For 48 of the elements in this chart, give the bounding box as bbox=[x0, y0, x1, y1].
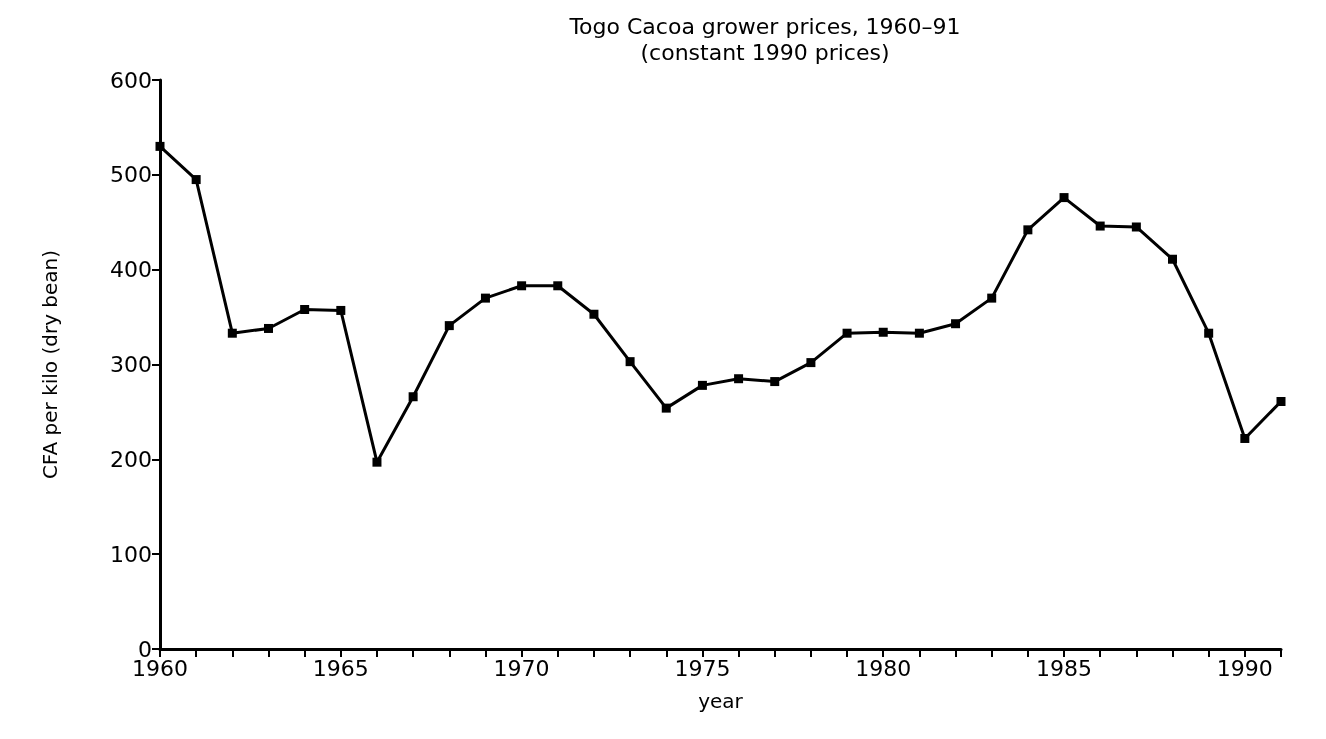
point bbox=[553, 281, 563, 291]
y-tick-label: 500 bbox=[110, 162, 152, 188]
point bbox=[1059, 193, 1069, 203]
point bbox=[734, 374, 744, 384]
point bbox=[1240, 433, 1250, 443]
chart-title: Togo Cacoa grower prices, 1960–91 bbox=[568, 13, 961, 39]
x-tick-label: 1990 bbox=[1216, 655, 1273, 681]
y-tick-label: 400 bbox=[110, 257, 152, 283]
point bbox=[1204, 328, 1214, 338]
point bbox=[408, 392, 418, 402]
point bbox=[1131, 222, 1141, 232]
point bbox=[227, 328, 237, 338]
point bbox=[589, 309, 599, 319]
point bbox=[191, 175, 201, 185]
point bbox=[951, 319, 961, 329]
point bbox=[842, 328, 852, 338]
point bbox=[372, 457, 382, 467]
point bbox=[661, 403, 671, 413]
x-tick-label: 1980 bbox=[855, 655, 912, 681]
point bbox=[914, 328, 924, 338]
chart-subtitle: (constant 1990 prices) bbox=[640, 39, 890, 65]
x-tick-label: 1970 bbox=[493, 655, 550, 681]
x-tick-label: 1985 bbox=[1036, 655, 1093, 681]
x-tick-label: 1965 bbox=[312, 655, 369, 681]
point bbox=[987, 293, 997, 303]
point bbox=[770, 377, 780, 387]
point bbox=[1276, 396, 1286, 406]
point bbox=[878, 327, 888, 337]
point bbox=[480, 293, 490, 303]
y-tick-label: 200 bbox=[110, 446, 152, 472]
point bbox=[625, 357, 635, 367]
y-tick-label: 100 bbox=[110, 541, 152, 567]
y-tick-label: 600 bbox=[110, 67, 152, 93]
point bbox=[263, 323, 273, 333]
point bbox=[444, 321, 454, 331]
point bbox=[517, 281, 527, 291]
point bbox=[1168, 254, 1178, 264]
y-tick-label: 300 bbox=[110, 352, 152, 377]
point bbox=[300, 305, 310, 314]
x-tick-label: 1975 bbox=[674, 655, 731, 681]
point bbox=[155, 141, 165, 151]
x-axis-title: year bbox=[698, 689, 744, 713]
point bbox=[697, 380, 707, 390]
point bbox=[1023, 225, 1033, 235]
point bbox=[336, 305, 346, 315]
point bbox=[806, 358, 816, 368]
point bbox=[1095, 221, 1105, 231]
y-axis-title: CFA per kilo (dry bean) bbox=[38, 249, 62, 480]
